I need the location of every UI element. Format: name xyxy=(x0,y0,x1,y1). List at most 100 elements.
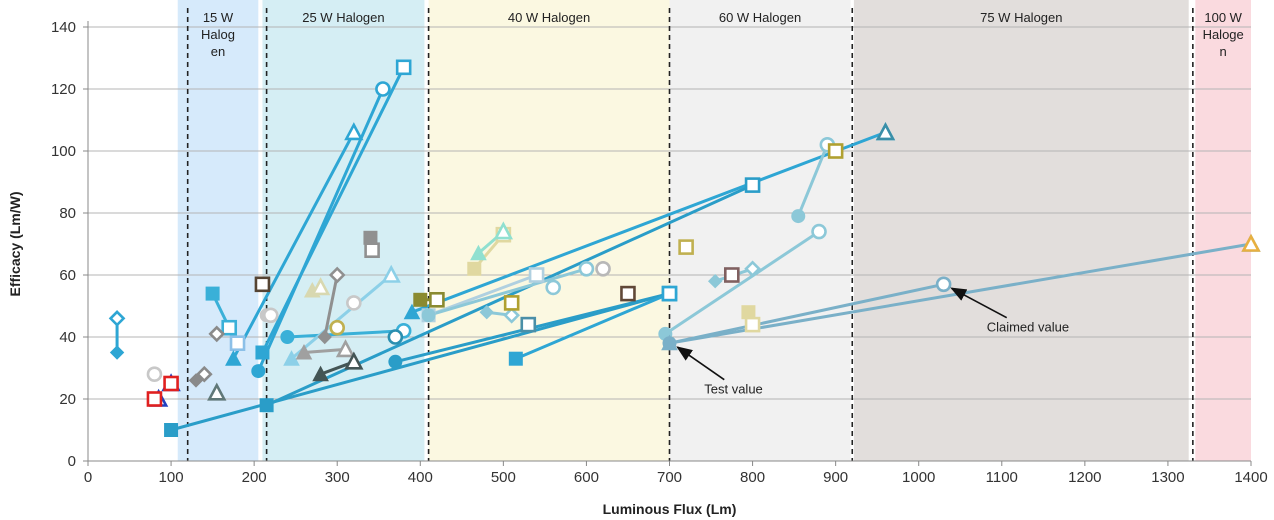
claimed-point-30 xyxy=(578,260,595,277)
pair-line-47 xyxy=(796,143,829,218)
claimed-point-25 xyxy=(387,329,404,345)
claimed-point-35 xyxy=(661,285,678,302)
pair-line-30 xyxy=(427,267,588,317)
band-2 xyxy=(428,0,670,461)
y-tick-label-7: 140 xyxy=(51,19,76,36)
test-point-46 xyxy=(741,305,756,320)
claimed-point-24 xyxy=(364,242,380,258)
test-point-12 xyxy=(251,364,266,379)
band-label-1-0: 25 W Halogen xyxy=(302,10,384,25)
test-point-42 xyxy=(662,336,677,351)
x-tick-label-3: 300 xyxy=(325,469,350,486)
claimed-point-3 xyxy=(146,366,163,383)
test-point-16 xyxy=(280,330,295,344)
claimed-point-42 xyxy=(935,276,952,293)
band-label-2-0: 40 W Halogen xyxy=(508,10,590,25)
claimed-point-34 xyxy=(503,295,520,311)
test-point-32 xyxy=(479,304,494,320)
x-tick-label-14: 1400 xyxy=(1234,469,1267,486)
claimed-point-7 xyxy=(207,382,227,401)
x-tick-label-6: 600 xyxy=(574,469,599,486)
claimed-point-37 xyxy=(545,279,562,296)
pair-line-17 xyxy=(290,273,393,361)
pair-line-42 xyxy=(668,282,946,345)
band-label-5-1: Haloge xyxy=(1203,27,1244,42)
x-tick-label-0: 0 xyxy=(84,469,92,486)
claimed-point-11 xyxy=(395,59,412,76)
claimed-point-18 xyxy=(335,339,356,358)
x-axis-title: Luminous Flux (Lm) xyxy=(603,501,737,517)
y-tick-label-3: 60 xyxy=(59,267,76,284)
annotation-label-0: Claimed value xyxy=(987,320,1069,335)
test-point-31 xyxy=(467,261,482,276)
claimed-point-38 xyxy=(595,260,611,277)
claimed-point-36 xyxy=(520,316,537,333)
x-tick-label-1: 100 xyxy=(159,469,184,486)
pair-line-18 xyxy=(302,347,348,354)
claimed-point-40 xyxy=(811,223,827,240)
claimed-point-0 xyxy=(108,310,126,327)
test-point-17 xyxy=(283,350,300,366)
pair-line-35 xyxy=(514,292,671,361)
x-tick-label-5: 500 xyxy=(491,469,516,486)
pair-line-4 xyxy=(169,292,671,432)
claimed-point-45 xyxy=(724,267,740,283)
claimed-point-50 xyxy=(1241,233,1261,252)
y-axis-title: Efficacy (Lm/W) xyxy=(7,191,23,296)
claimed-point-21 xyxy=(328,266,346,284)
band-label-4-0: 75 W Halogen xyxy=(980,10,1062,25)
claimed-point-46 xyxy=(744,316,761,333)
claimed-point-43 xyxy=(678,239,694,255)
claimed-point-5 xyxy=(195,365,213,383)
y-tick-label-0: 0 xyxy=(68,453,76,470)
test-point-6 xyxy=(205,286,220,301)
claimed-point-6 xyxy=(221,319,238,336)
pair-line-16 xyxy=(285,329,406,339)
test-point-14 xyxy=(259,398,274,413)
test-point-47 xyxy=(791,209,806,224)
test-point-24 xyxy=(363,230,378,245)
band-label-3-0: 60 W Halogen xyxy=(719,10,801,25)
test-point-21 xyxy=(317,329,332,345)
test-point-35 xyxy=(508,351,523,366)
band-label-5-2: n xyxy=(1220,44,1227,59)
y-tick-label-1: 20 xyxy=(59,391,76,408)
claimed-point-39 xyxy=(620,285,636,302)
test-point-18 xyxy=(295,343,313,360)
claimed-point-32 xyxy=(503,306,521,324)
claimed-point-29 xyxy=(528,267,545,283)
claimed-point-8 xyxy=(208,325,226,343)
claimed-point-13 xyxy=(254,276,271,293)
claimed-point-49 xyxy=(875,122,896,141)
claimed-point-22 xyxy=(329,319,346,336)
test-point-20 xyxy=(312,365,329,382)
y-tick-label-2: 40 xyxy=(59,329,76,346)
test-point-44 xyxy=(707,273,723,289)
x-tick-label-13: 1300 xyxy=(1151,469,1184,486)
y-tick-label-4: 80 xyxy=(59,205,76,222)
claimed-point-23 xyxy=(346,295,362,311)
band-0 xyxy=(177,0,259,461)
claimed-point-44 xyxy=(744,260,761,278)
claimed-point-15 xyxy=(262,307,279,324)
x-tick-label-9: 900 xyxy=(823,469,848,486)
claimed-point-14 xyxy=(744,177,761,193)
band-label-0-2: en xyxy=(211,44,225,59)
test-point-27 xyxy=(403,303,421,320)
x-tick-label-4: 400 xyxy=(408,469,433,486)
test-point-26 xyxy=(388,354,403,369)
test-point-4 xyxy=(164,423,179,437)
band-4 xyxy=(853,0,1189,461)
x-tick-label-2: 200 xyxy=(242,469,267,486)
claimed-point-28 xyxy=(429,291,445,308)
y-tick-label-5: 100 xyxy=(51,143,76,160)
claimed-point-12 xyxy=(375,81,391,97)
x-tick-label-7: 700 xyxy=(657,469,682,486)
test-point-33 xyxy=(470,244,487,261)
claimed-point-10 xyxy=(344,122,364,141)
pair-line-27 xyxy=(410,130,887,314)
test-point-30 xyxy=(421,308,436,323)
claimed-point-33 xyxy=(493,221,514,240)
band-label-0-0: 15 W xyxy=(203,10,234,25)
